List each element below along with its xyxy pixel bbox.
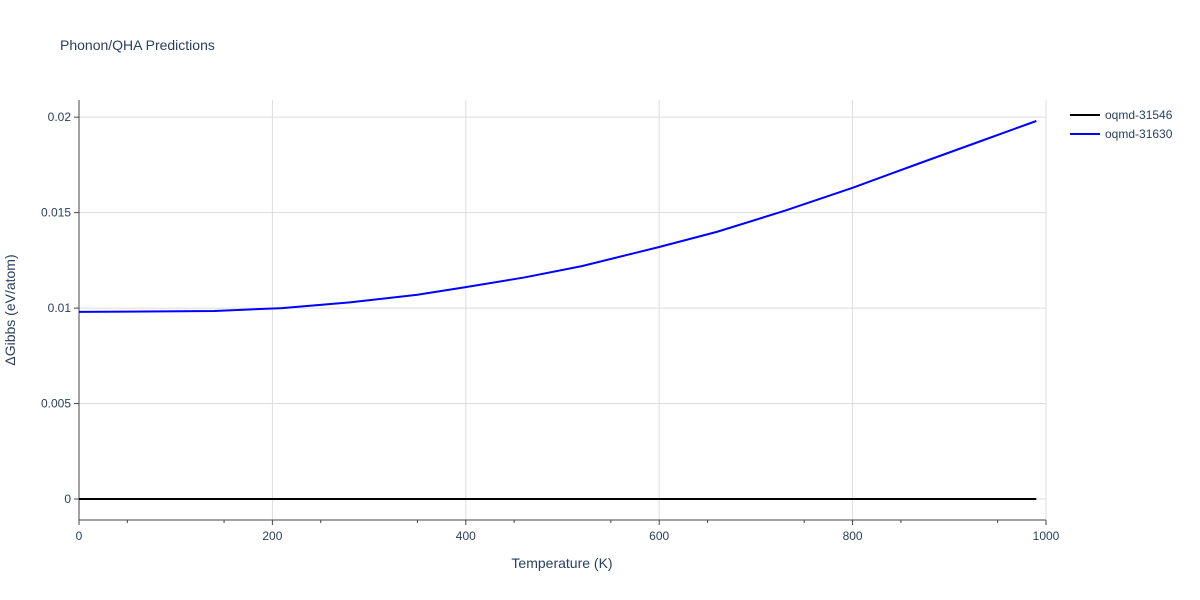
y-tick-label: 0.02 <box>48 110 72 124</box>
x-tick-label: 800 <box>843 529 863 543</box>
legend-item-oqmd-31630[interactable]: oqmd-31630 <box>1070 127 1173 141</box>
legend-item-oqmd-31546[interactable]: oqmd-31546 <box>1070 108 1173 122</box>
legend-label: oqmd-31630 <box>1105 127 1173 141</box>
y-tick-label: 0.01 <box>48 301 72 315</box>
y-axis-title: ΔGibbs (eV/atom) <box>2 254 18 365</box>
legend[interactable]: oqmd-31546 oqmd-31630 <box>1070 108 1173 141</box>
x-tick-label: 0 <box>76 529 83 543</box>
y-tick-label: 0 <box>64 492 71 506</box>
series-line-oqmd-31630 <box>78 120 1037 313</box>
x-tick-label: 200 <box>262 529 282 543</box>
series <box>78 120 1037 500</box>
ticks: 0 200 400 600 800 1000 0 0.005 0.01 0.015 0.02 <box>41 110 1060 543</box>
y-tick-label: 0.015 <box>41 206 71 220</box>
y-tick-label: 0.005 <box>41 397 71 411</box>
x-tick-label: 1000 <box>1033 529 1060 543</box>
x-axis-title: Temperature (K) <box>511 555 612 571</box>
x-tick-label: 600 <box>649 529 669 543</box>
chart-title: Phonon/QHA Predictions <box>60 37 215 53</box>
axes <box>78 100 1046 521</box>
legend-label: oqmd-31546 <box>1105 108 1173 122</box>
x-tick-label: 400 <box>456 529 476 543</box>
